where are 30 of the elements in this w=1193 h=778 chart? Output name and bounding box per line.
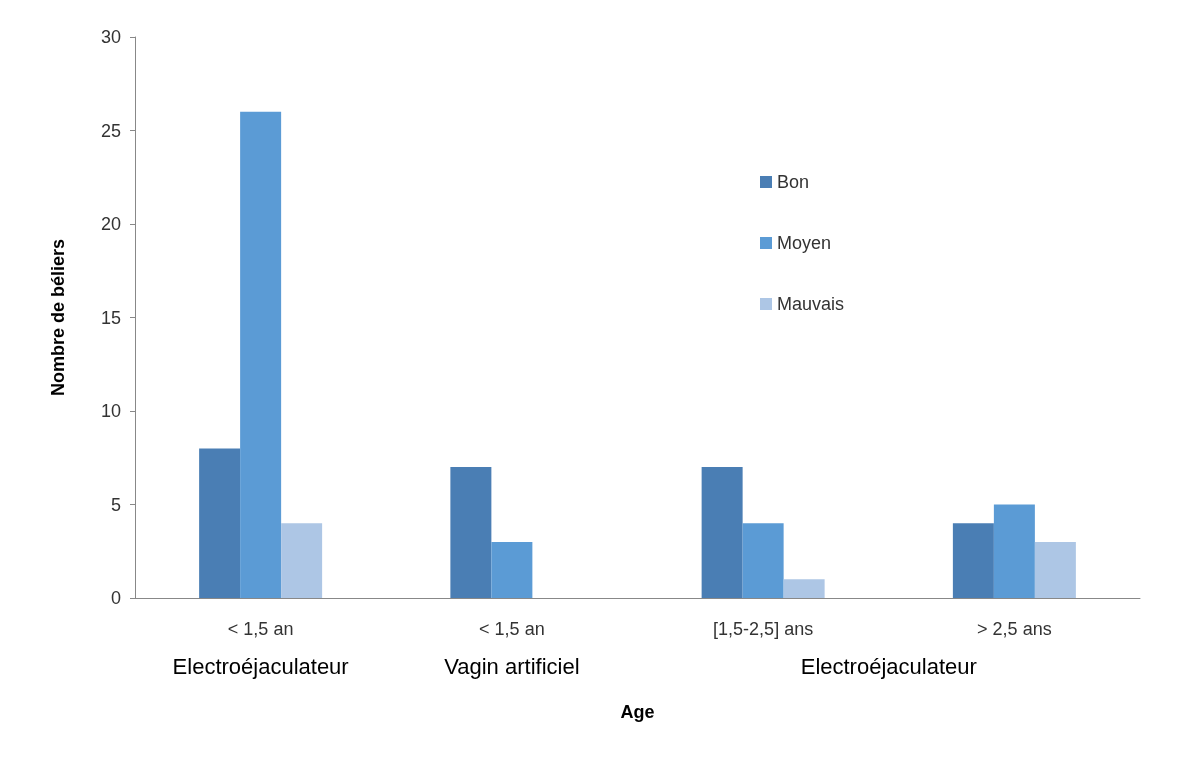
- bar: [952, 523, 994, 598]
- bar: [491, 541, 533, 598]
- bar: [1034, 541, 1076, 598]
- bar: [281, 523, 323, 598]
- bar: [783, 579, 825, 598]
- bar: [240, 111, 282, 598]
- y-tick-label: 10: [100, 401, 121, 421]
- text: Vagin artificiel: [444, 653, 580, 679]
- text: Electroéjaculateur: [172, 653, 349, 679]
- legend-label: Moyen: [777, 233, 832, 253]
- bar: [450, 467, 492, 598]
- y-axis-title: Nombre de béliers: [48, 238, 68, 397]
- bar: [993, 504, 1035, 598]
- y-tick-label: 15: [100, 307, 121, 328]
- legend-label: Mauvais: [777, 294, 845, 314]
- bar: [199, 448, 241, 598]
- y-tick-label: 5: [110, 494, 121, 515]
- text: Electroéjaculateur: [800, 653, 977, 679]
- x-tick-label: [1,5-2,5] ans: [713, 619, 814, 639]
- x-tick-label: < 1,5 an: [227, 619, 294, 639]
- bar: [701, 467, 743, 598]
- y-tick-label: 30: [100, 27, 121, 47]
- x-tick-label: < 1,5 an: [479, 619, 545, 639]
- x-tick-label: > 2,5 ans: [977, 619, 1052, 639]
- bar: [742, 523, 784, 598]
- y-tick-label: 25: [100, 120, 121, 141]
- x-axis-title: Age: [620, 702, 655, 722]
- legend-label: Bon: [777, 172, 810, 192]
- y-tick-label: 20: [100, 214, 121, 234]
- y-tick-label: 0: [110, 588, 121, 608]
